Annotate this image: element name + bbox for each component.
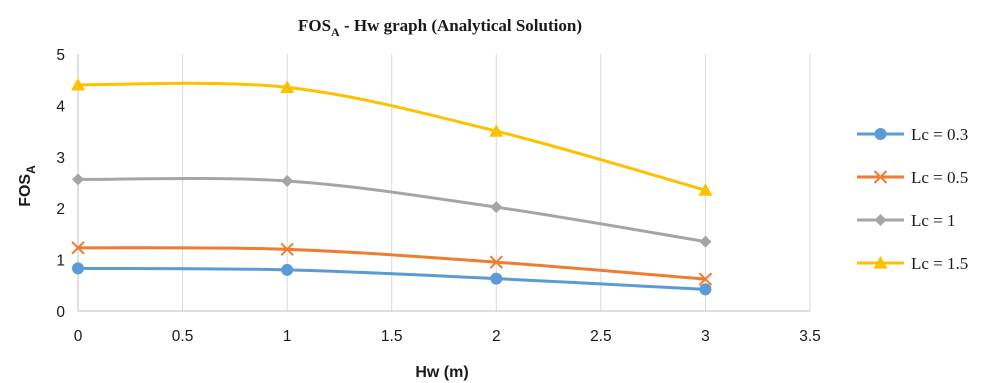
y-tick-label: 3: [56, 150, 65, 167]
data-point: [72, 173, 84, 186]
data-point: [281, 263, 294, 276]
legend-label: Lc = 1.5: [911, 254, 968, 273]
y-tick-label: 1: [56, 253, 65, 270]
series-layer: [71, 77, 713, 296]
x-tick-label: 0.5: [172, 328, 194, 345]
legend-item: Lc = 1: [857, 211, 956, 230]
legend-label: Lc = 1: [911, 211, 956, 230]
series-1: [72, 262, 712, 296]
legend-marker: [873, 256, 888, 269]
series-line: [76, 266, 707, 291]
data-point: [72, 262, 84, 275]
data-point: [71, 77, 85, 91]
y-tick-label: 5: [56, 47, 65, 64]
series-line: [76, 176, 707, 244]
data-point: [71, 241, 85, 255]
data-point: [280, 80, 295, 94]
x-tick-label: 2.5: [590, 328, 612, 345]
series-2: [71, 241, 713, 286]
y-tick-label: 0: [56, 304, 65, 321]
legend-label: Lc = 0.3: [911, 125, 968, 144]
data-point: [699, 283, 712, 296]
series-4: [71, 77, 713, 196]
legend: Lc = 0.3 Lc = 0.5 Lc = 1 Lc = 1.5: [857, 125, 968, 273]
data-point: [281, 174, 294, 187]
data-point: [698, 272, 713, 286]
x-tick-label: 1: [283, 328, 292, 345]
x-tick-label: 3: [701, 328, 710, 345]
y-tick-labels: 0 1 2 3 4 5: [56, 47, 65, 321]
series-line: [76, 81, 707, 192]
legend-label: Lc = 0.5: [911, 168, 968, 187]
data-point: [489, 124, 504, 137]
data-point: [490, 272, 503, 285]
data-point: [489, 255, 503, 269]
axes: [77, 54, 810, 312]
legend-item: Lc = 1.5: [857, 254, 968, 273]
x-tick-label: 3.5: [799, 328, 821, 345]
x-axis-title: Hw (m): [415, 364, 468, 381]
x-tick-label: 1.5: [381, 328, 403, 345]
legend-marker: [874, 128, 887, 140]
data-point: [698, 183, 713, 196]
chart-title: FOSA - Hw graph (Analytical Solution): [298, 16, 582, 39]
x-tick-label: 2: [492, 328, 501, 345]
data-point: [699, 235, 712, 248]
gridlines: [182, 54, 811, 311]
x-tick-labels: 0 0.5 1 1.5 2 2.5 3 3.5: [74, 328, 821, 345]
legend-item: Lc = 0.3: [857, 125, 968, 144]
legend-marker: [874, 214, 887, 226]
y-axis-title: FOSA: [17, 165, 38, 207]
x-tick-label: 0: [74, 328, 83, 345]
y-tick-label: 4: [56, 98, 65, 115]
data-point: [280, 242, 294, 257]
legend-marker: [873, 170, 888, 184]
legend-item: Lc = 0.5: [857, 168, 968, 187]
data-point: [490, 201, 503, 214]
series-line: [76, 246, 707, 281]
series-3: [72, 173, 712, 248]
y-tick-label: 2: [56, 201, 65, 218]
